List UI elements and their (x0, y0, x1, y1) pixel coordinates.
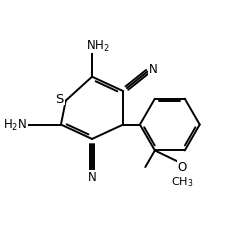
Text: O: O (177, 160, 186, 173)
Text: N: N (88, 170, 97, 183)
Text: H$_2$N: H$_2$N (3, 118, 28, 133)
Text: NH$_2$: NH$_2$ (86, 38, 110, 53)
Text: N: N (148, 63, 157, 76)
Text: S: S (55, 92, 64, 105)
Text: CH$_3$: CH$_3$ (171, 174, 193, 188)
